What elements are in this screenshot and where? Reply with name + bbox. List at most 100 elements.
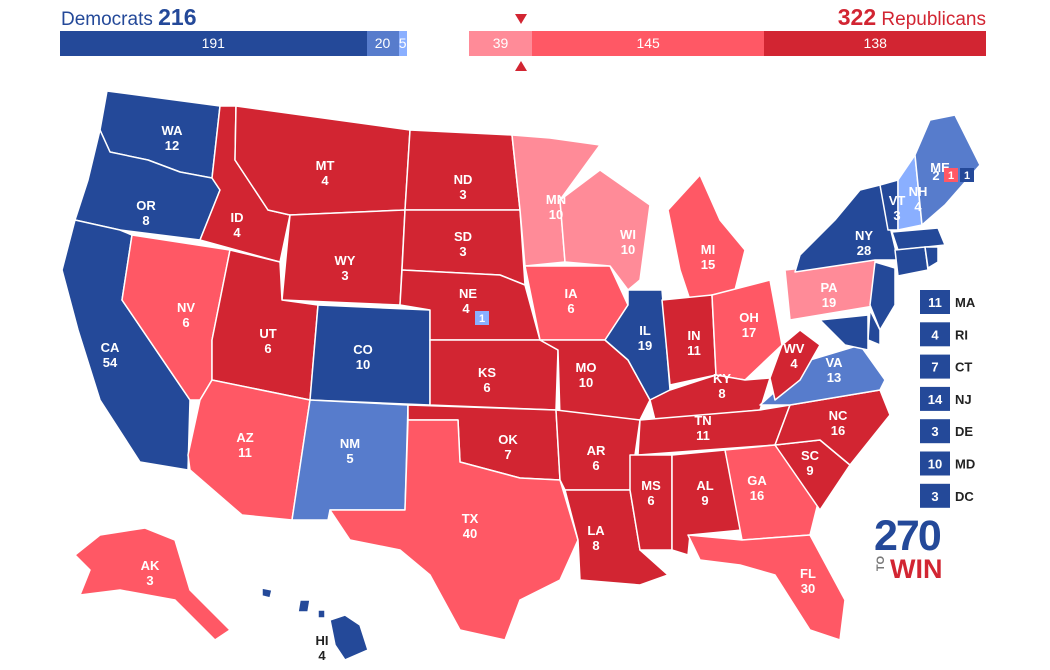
state-ev-wy: 3	[341, 268, 348, 283]
small-state-abbr-md: MD	[955, 457, 975, 472]
state-abbr-nd: ND	[454, 172, 473, 187]
state-label-nh: NH 4	[909, 184, 928, 214]
state-ev-nv: 6	[182, 315, 189, 330]
state-ev-ny: 28	[857, 243, 871, 258]
state-hi[interactable]	[261, 587, 369, 661]
small-state-ct[interactable]: 7 CT	[920, 354, 972, 379]
state-label-sd: SD 3	[454, 229, 472, 259]
state-label-nm: NM 5	[340, 436, 360, 466]
state-label-wa: WA 12	[162, 123, 184, 153]
state-ks[interactable]	[429, 339, 559, 411]
state-label-co: CO 10	[353, 342, 373, 372]
state-label-nv: NV 6	[177, 300, 195, 330]
270-to-win-logo: 270 TO WIN	[872, 514, 944, 584]
state-abbr-al: AL	[696, 478, 713, 493]
state-ev-co: 10	[356, 357, 370, 372]
state-label-in: IN 11	[687, 328, 701, 358]
state-ev-ms: 6	[647, 493, 654, 508]
state-ri[interactable]	[924, 246, 939, 269]
state-abbr-mt: MT	[316, 158, 335, 173]
state-ev-nd: 3	[459, 187, 466, 202]
bar-segment-likely_d: 20	[366, 31, 399, 56]
state-ma[interactable]	[891, 227, 946, 251]
state-abbr-wi: WI	[620, 227, 636, 242]
district-box-me2[interactable]: 1	[944, 168, 958, 182]
state-label-id: ID 4	[231, 210, 244, 240]
270-marker-top-icon	[515, 14, 527, 24]
small-state-ev-de: 3	[931, 424, 938, 439]
district-box-me1[interactable]: 1	[960, 168, 974, 182]
small-state-ma[interactable]: 11 MA	[920, 290, 976, 314]
electoral-vote-bar: 191 20 5 39 145 138	[60, 31, 986, 56]
bar-segment-likely_r: 145	[531, 31, 765, 56]
state-abbr-ks: KS	[478, 365, 496, 380]
state-ev-tn: 11	[696, 428, 710, 443]
state-abbr-tx: TX	[462, 511, 479, 526]
state-abbr-tn: TN	[694, 413, 711, 428]
district-ev-me1: 1	[964, 170, 970, 182]
state-label-ut: UT 6	[259, 326, 276, 356]
state-ct[interactable]	[894, 246, 929, 277]
state-ev-ut: 6	[264, 341, 271, 356]
state-fl[interactable]	[687, 534, 846, 641]
state-ca[interactable]	[61, 219, 191, 471]
state-abbr-nv: NV	[177, 300, 195, 315]
state-ev-ia: 6	[567, 301, 574, 316]
logo-to: TO	[875, 556, 887, 572]
small-state-ev-dc: 3	[931, 489, 938, 504]
state-label-ne: NE 4	[459, 286, 477, 316]
small-state-abbr-ma: MA	[955, 295, 976, 310]
state-md[interactable]	[819, 314, 869, 351]
state-label-ks: KS 6	[478, 365, 496, 395]
state-ms[interactable]	[629, 454, 673, 551]
state-ak[interactable]	[74, 527, 231, 641]
state-abbr-nh: NH	[909, 184, 928, 199]
state-label-vt: VT 3	[889, 193, 906, 223]
state-abbr-hi: HI	[316, 633, 329, 648]
state-nj[interactable]	[869, 261, 896, 331]
state-wi[interactable]	[559, 169, 651, 291]
state-ev-in: 11	[687, 343, 701, 358]
state-label-wv: WV 4	[784, 341, 805, 371]
small-state-ev-ct: 7	[931, 360, 938, 375]
state-ev-ne: 4	[462, 301, 470, 316]
state-ev-va: 13	[827, 370, 841, 385]
small-state-ev-ri: 4	[931, 327, 939, 342]
republicans-total: 322 Republicans	[838, 4, 986, 31]
district-box-ne2[interactable]: 1	[475, 311, 489, 325]
state-label-fl: FL 30	[800, 566, 816, 596]
state-label-ar: AR 6	[587, 443, 606, 473]
state-ev-sd: 3	[459, 244, 466, 259]
state-wv[interactable]	[769, 329, 821, 401]
state-ev-nh: 4	[914, 199, 922, 214]
state-ev-ga: 16	[750, 488, 764, 503]
state-abbr-oh: OH	[739, 310, 759, 325]
state-ev-me-at-large: 2	[932, 168, 939, 183]
small-state-ri[interactable]: 4 RI	[920, 322, 968, 347]
state-abbr-co: CO	[353, 342, 373, 357]
state-label-mo: MO 10	[576, 360, 597, 390]
state-abbr-ms: MS	[641, 478, 661, 493]
state-label-mn: MN 10	[546, 192, 566, 222]
small-state-dc[interactable]: 3 DC	[920, 483, 974, 508]
270-marker-bottom-icon	[515, 61, 527, 71]
state-ev-al: 9	[701, 493, 708, 508]
small-state-nj[interactable]: 14 NJ	[920, 386, 972, 411]
state-mi[interactable]	[667, 174, 746, 301]
state-ev-id: 4	[233, 225, 241, 240]
small-state-md[interactable]: 10 MD	[920, 451, 975, 476]
state-abbr-ca: CA	[101, 340, 120, 355]
small-state-de[interactable]: 3 DE	[920, 419, 973, 444]
state-label-sc: SC 9	[801, 448, 820, 478]
state-ev-tx: 40	[463, 526, 477, 541]
state-oh[interactable]	[711, 279, 783, 381]
state-tx[interactable]	[329, 419, 579, 641]
state-abbr-wa: WA	[162, 123, 184, 138]
state-ev-nm: 5	[346, 451, 353, 466]
small-state-abbr-dc: DC	[955, 489, 974, 504]
state-ev-nc: 16	[831, 423, 845, 438]
democrats-electoral-votes: 216	[158, 4, 197, 30]
state-ev-la: 8	[592, 538, 599, 553]
state-abbr-sd: SD	[454, 229, 472, 244]
